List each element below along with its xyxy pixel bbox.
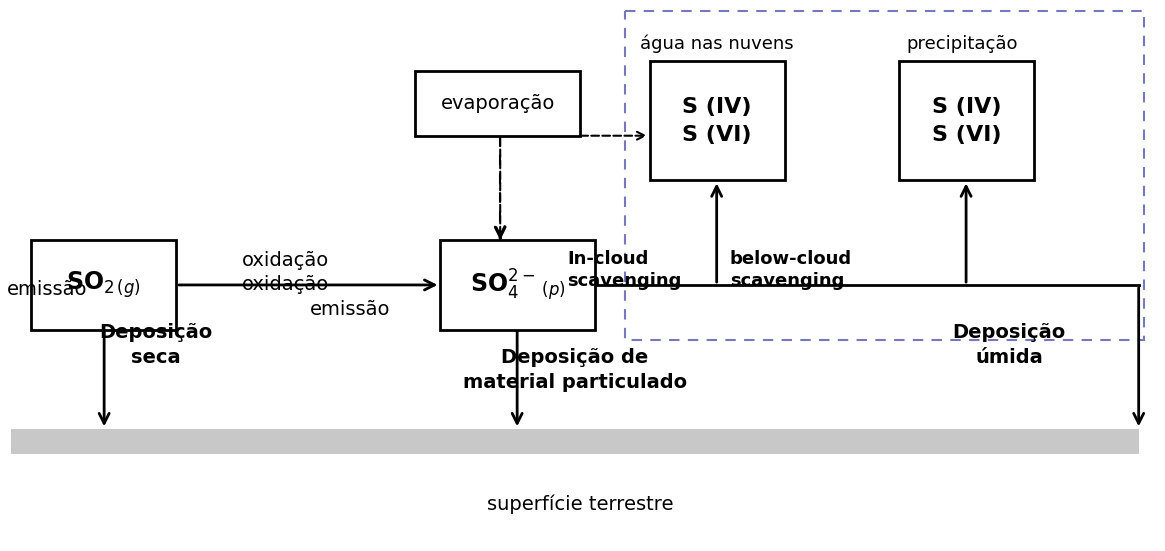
Text: água nas nuvens: água nas nuvens — [640, 35, 793, 53]
Text: scavenging: scavenging — [729, 272, 843, 290]
Text: emissão: emissão — [6, 280, 87, 299]
Text: precipitação: precipitação — [906, 35, 1018, 53]
Text: S (IV)
S (VI): S (IV) S (VI) — [683, 97, 751, 145]
Text: SO$_{2\,(g)}$: SO$_{2\,(g)}$ — [66, 269, 141, 300]
Text: oxidação: oxidação — [242, 251, 330, 269]
Bar — [624, 12, 1144, 339]
Text: emissão: emissão — [310, 300, 390, 320]
Text: In-cloud: In-cloud — [567, 250, 649, 268]
Text: Deposição
úmida: Deposição úmida — [952, 323, 1066, 366]
Bar — [650, 61, 784, 181]
Text: scavenging: scavenging — [567, 272, 682, 290]
Text: Deposição de
material particulado: Deposição de material particulado — [463, 348, 687, 392]
Text: SO$_4^{2-}{}_{\,(p)}$: SO$_4^{2-}{}_{\,(p)}$ — [469, 267, 565, 303]
Text: S (IV)
S (VI): S (IV) S (VI) — [932, 97, 1002, 145]
Text: Deposição
seca: Deposição seca — [99, 323, 213, 366]
Bar — [416, 71, 580, 136]
Text: oxidação: oxidação — [242, 276, 330, 294]
Text: superfície terrestre: superfície terrestre — [487, 494, 673, 514]
Text: below-cloud: below-cloud — [729, 250, 852, 268]
Bar — [899, 61, 1033, 181]
Bar — [31, 240, 176, 329]
Bar — [12, 429, 1138, 454]
Text: evaporação: evaporação — [440, 94, 555, 113]
Bar — [440, 240, 595, 329]
